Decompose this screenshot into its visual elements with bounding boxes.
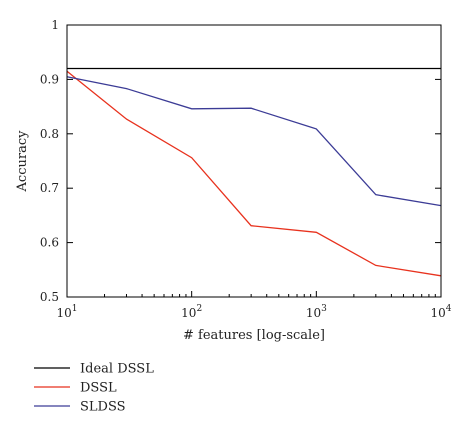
plot-lines — [66, 67, 442, 277]
series-line-sldss — [66, 76, 442, 207]
y-tick-label: 0.6 — [40, 236, 59, 250]
y-axis-ticks: 0.5 0.6 0.7 0.8 0.9 1 — [40, 18, 441, 304]
y-tick-label: 0.9 — [40, 72, 59, 86]
legend-label-dssl: DSSL — [80, 381, 117, 396]
y-tick-label: 1 — [51, 18, 59, 32]
x-axis-label: # features [log-scale] — [183, 328, 325, 343]
y-axis-label: Accuracy — [15, 130, 30, 193]
series-line-dssl — [66, 70, 442, 277]
plot-frame — [66, 24, 442, 298]
legend: Ideal DSSL DSSL SLDSS — [34, 362, 154, 415]
y-tick-label: 0.7 — [40, 181, 59, 195]
legend-label-sldss: SLDSS — [80, 400, 126, 415]
x-tick-label: 102 — [181, 304, 202, 320]
y-tick-label: 0.8 — [40, 127, 59, 141]
y-tick-label: 0.5 — [40, 290, 59, 304]
x-axis-ticks: 101 102 103 104 — [56, 291, 452, 320]
x-tick-label: 101 — [56, 304, 77, 320]
x-tick-label: 104 — [430, 304, 451, 320]
x-tick-label: 103 — [306, 304, 327, 320]
legend-label-ideal-dssl: Ideal DSSL — [80, 362, 154, 377]
